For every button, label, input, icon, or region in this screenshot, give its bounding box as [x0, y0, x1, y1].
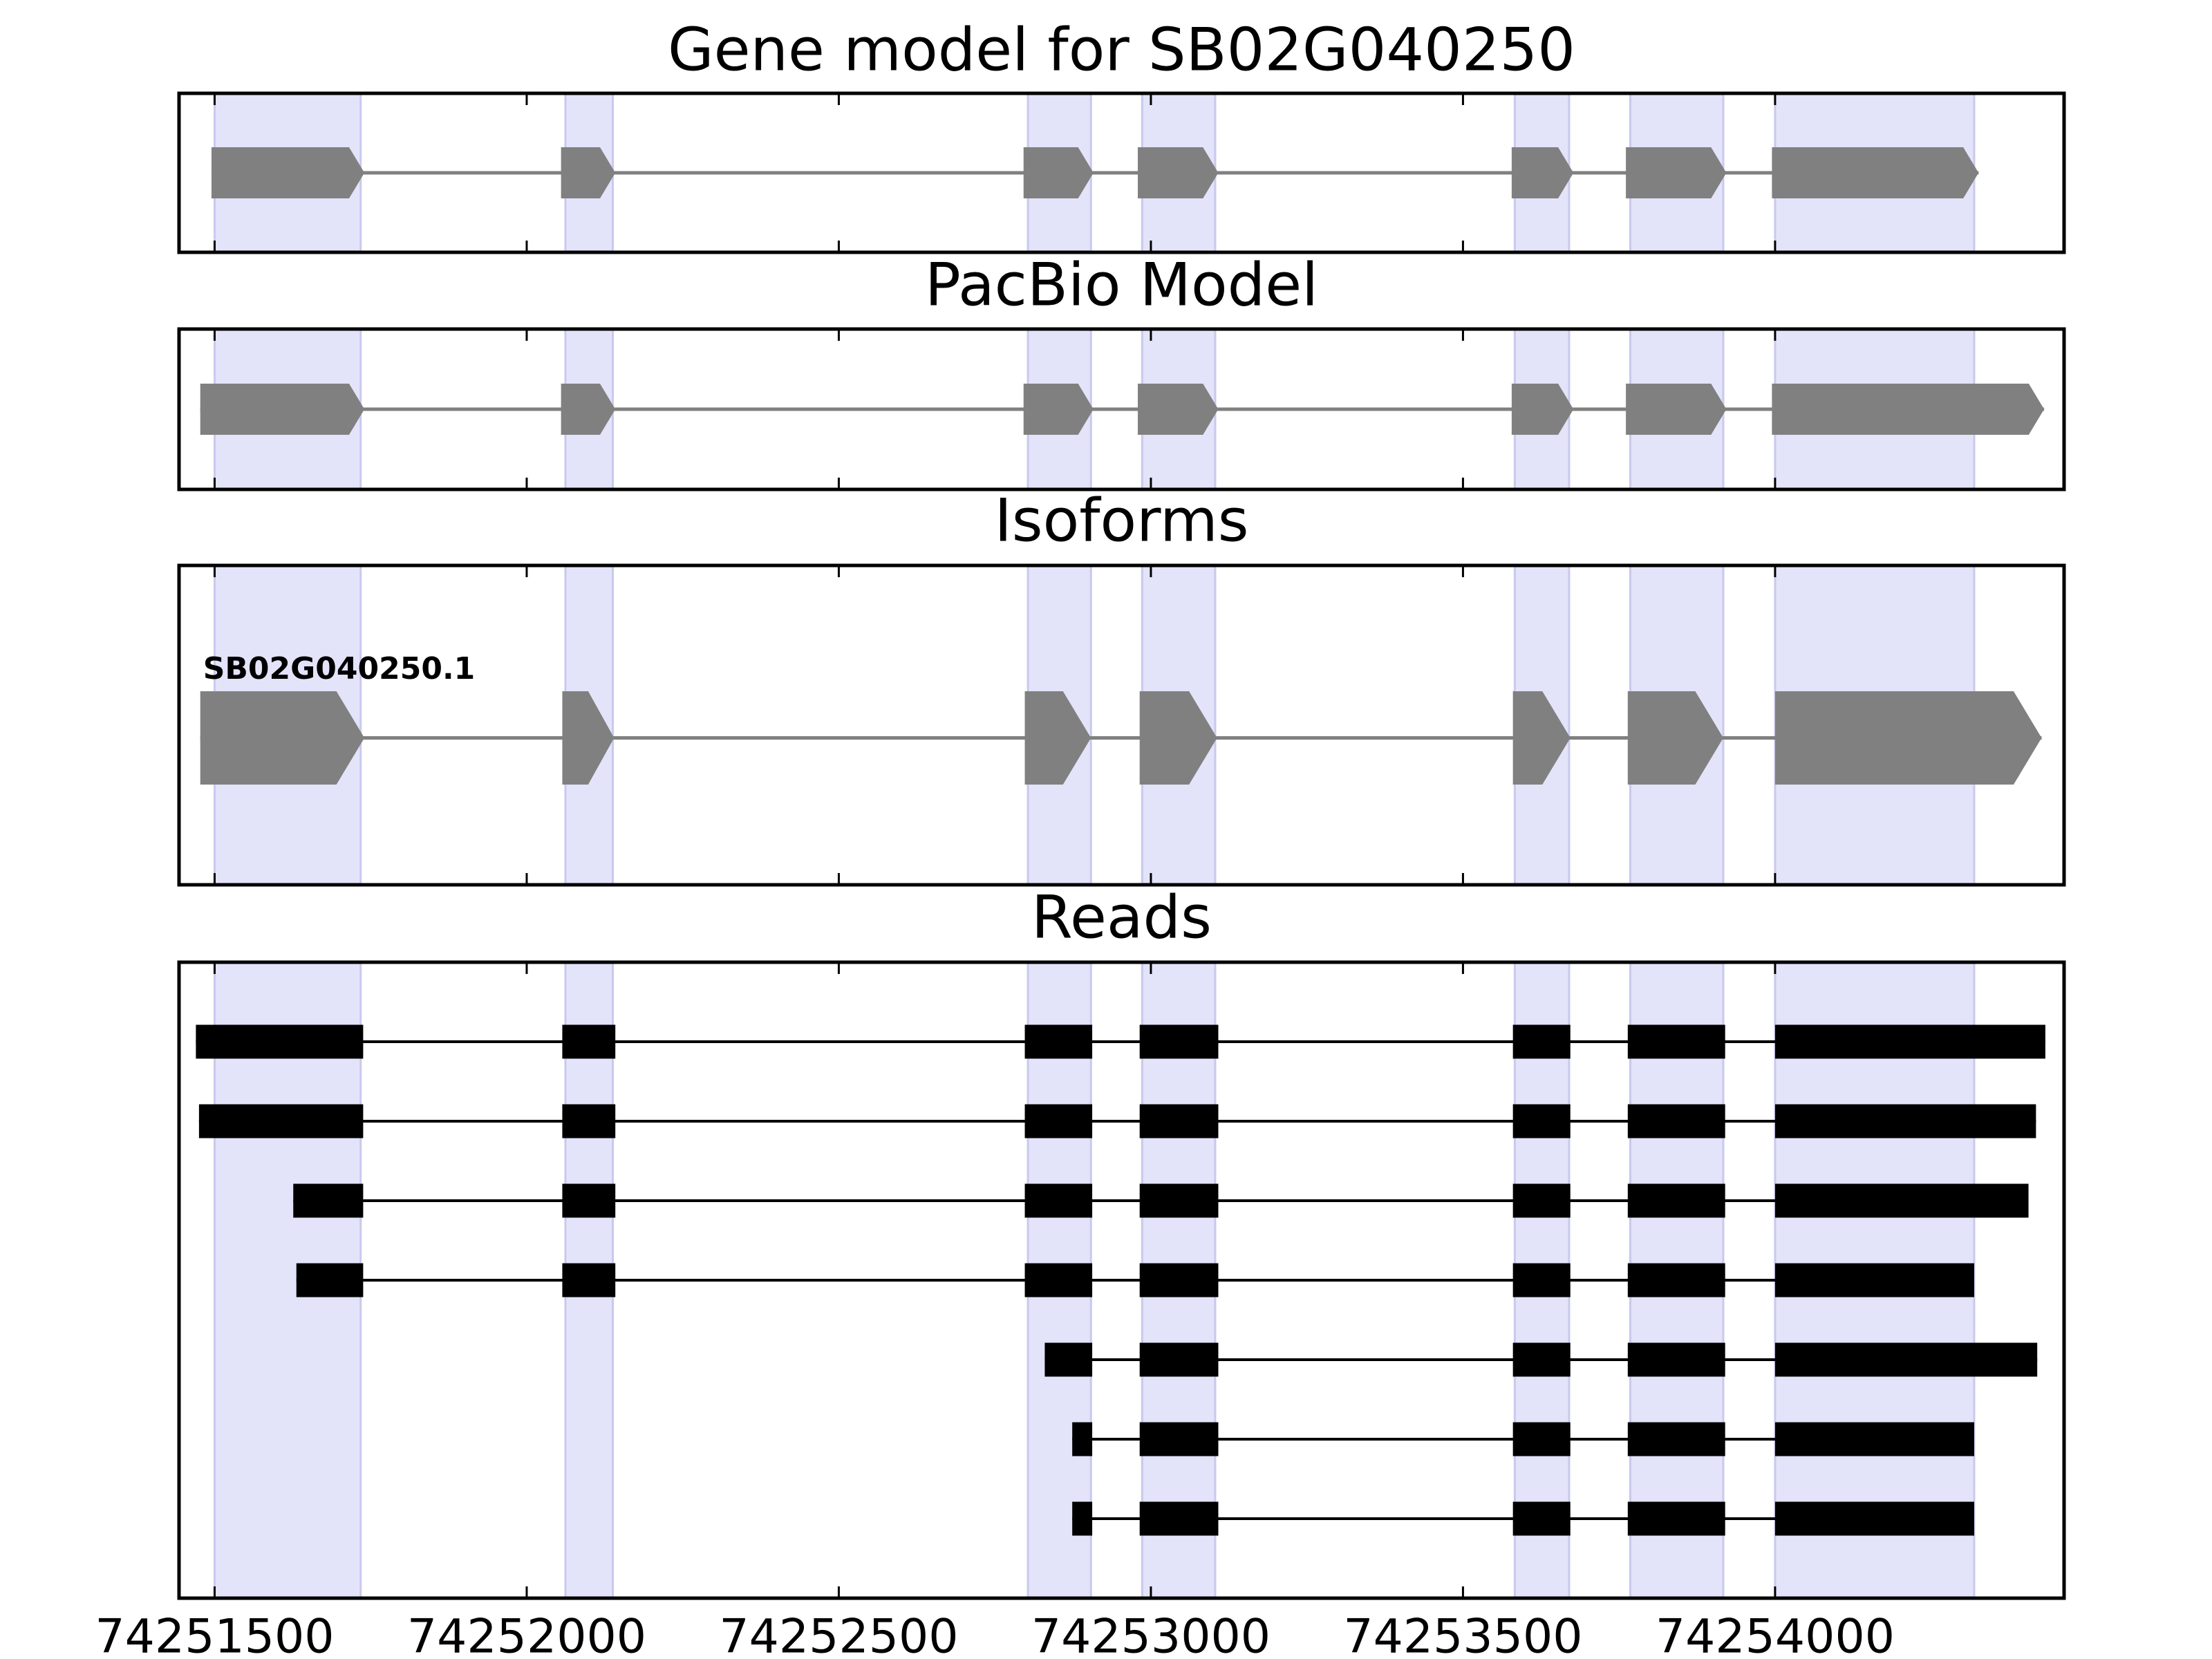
exon: [1139, 1342, 1219, 1377]
exon: [1774, 691, 2042, 785]
exon: [1772, 147, 1979, 198]
exon: [1139, 1422, 1219, 1456]
panel-title: PacBio Model: [925, 250, 1318, 319]
exon: [1072, 1422, 1093, 1456]
x-tick-label: 74251500: [95, 1610, 334, 1659]
exon: [562, 691, 615, 785]
x-tick-label: 74253000: [1031, 1610, 1271, 1659]
x-tick-label: 74252500: [719, 1610, 958, 1659]
exon: [1137, 384, 1219, 435]
panel-frame: [177, 960, 2066, 1600]
exon: [1626, 147, 1727, 198]
exon: [1626, 384, 1727, 435]
exon: [1512, 1024, 1571, 1059]
exon: [1024, 1183, 1093, 1218]
exon: [1137, 147, 1219, 198]
exon: [562, 1024, 616, 1059]
exon: [1139, 1183, 1219, 1218]
exon: [1627, 1501, 1725, 1536]
panel-frame: [177, 91, 2066, 254]
panel-frame: [177, 563, 2066, 887]
exon: [1627, 691, 1723, 785]
exon: [1627, 1263, 1725, 1297]
exon: [1044, 1342, 1093, 1377]
exon: [1023, 384, 1094, 435]
exon: [1024, 1024, 1093, 1059]
exon: [1072, 1501, 1093, 1536]
exon: [1024, 1263, 1093, 1297]
exon: [1774, 1342, 2038, 1377]
exon: [1139, 1024, 1219, 1059]
exon: [1627, 1422, 1725, 1456]
exon: [293, 1183, 364, 1218]
exon: [1512, 691, 1571, 785]
exon: [1512, 1342, 1571, 1377]
panel-title: Isoforms: [994, 486, 1248, 555]
exon: [1774, 1501, 1974, 1536]
exon: [1512, 1422, 1571, 1456]
panel-title: Reads: [1031, 883, 1212, 952]
exon: [1024, 691, 1091, 785]
exon: [1774, 1183, 2029, 1218]
x-tick-label: 74254000: [1656, 1610, 1895, 1659]
exon: [1024, 1104, 1093, 1138]
exon: [1512, 1104, 1571, 1138]
x-tick-label: 74253500: [1343, 1610, 1582, 1659]
panel-title: Gene model for SB02G040250: [668, 15, 1575, 84]
exon: [1627, 1342, 1725, 1377]
exon: [1512, 1183, 1571, 1218]
exon: [1774, 1104, 2036, 1138]
isoform-name: SB02G040250.1: [203, 651, 476, 686]
exon: [1139, 1263, 1219, 1297]
exon: [1774, 1024, 2045, 1059]
exon: [1023, 147, 1094, 198]
exon: [200, 384, 365, 435]
exon: [1774, 1263, 1974, 1297]
exon: [1627, 1104, 1725, 1138]
x-tick-label: 74252000: [407, 1610, 646, 1659]
exon: [562, 1183, 616, 1218]
exon: [1511, 147, 1574, 198]
exon: [562, 1263, 616, 1297]
exon: [1627, 1183, 1725, 1218]
exon: [1512, 1263, 1571, 1297]
exon: [1139, 1104, 1219, 1138]
exon: [296, 1263, 364, 1297]
exon: [561, 147, 616, 198]
exon: [562, 1104, 616, 1138]
exon: [1512, 1501, 1571, 1536]
exon: [1139, 1501, 1219, 1536]
exon: [561, 384, 616, 435]
exon: [1139, 691, 1217, 785]
exon: [1627, 1024, 1725, 1059]
exon: [1772, 384, 2045, 435]
exon: [1511, 384, 1574, 435]
exon: [211, 147, 365, 198]
panel-frame: [177, 327, 2066, 491]
exon: [200, 691, 365, 785]
exon: [198, 1104, 364, 1138]
exon: [1774, 1422, 1974, 1456]
exon: [196, 1024, 364, 1059]
